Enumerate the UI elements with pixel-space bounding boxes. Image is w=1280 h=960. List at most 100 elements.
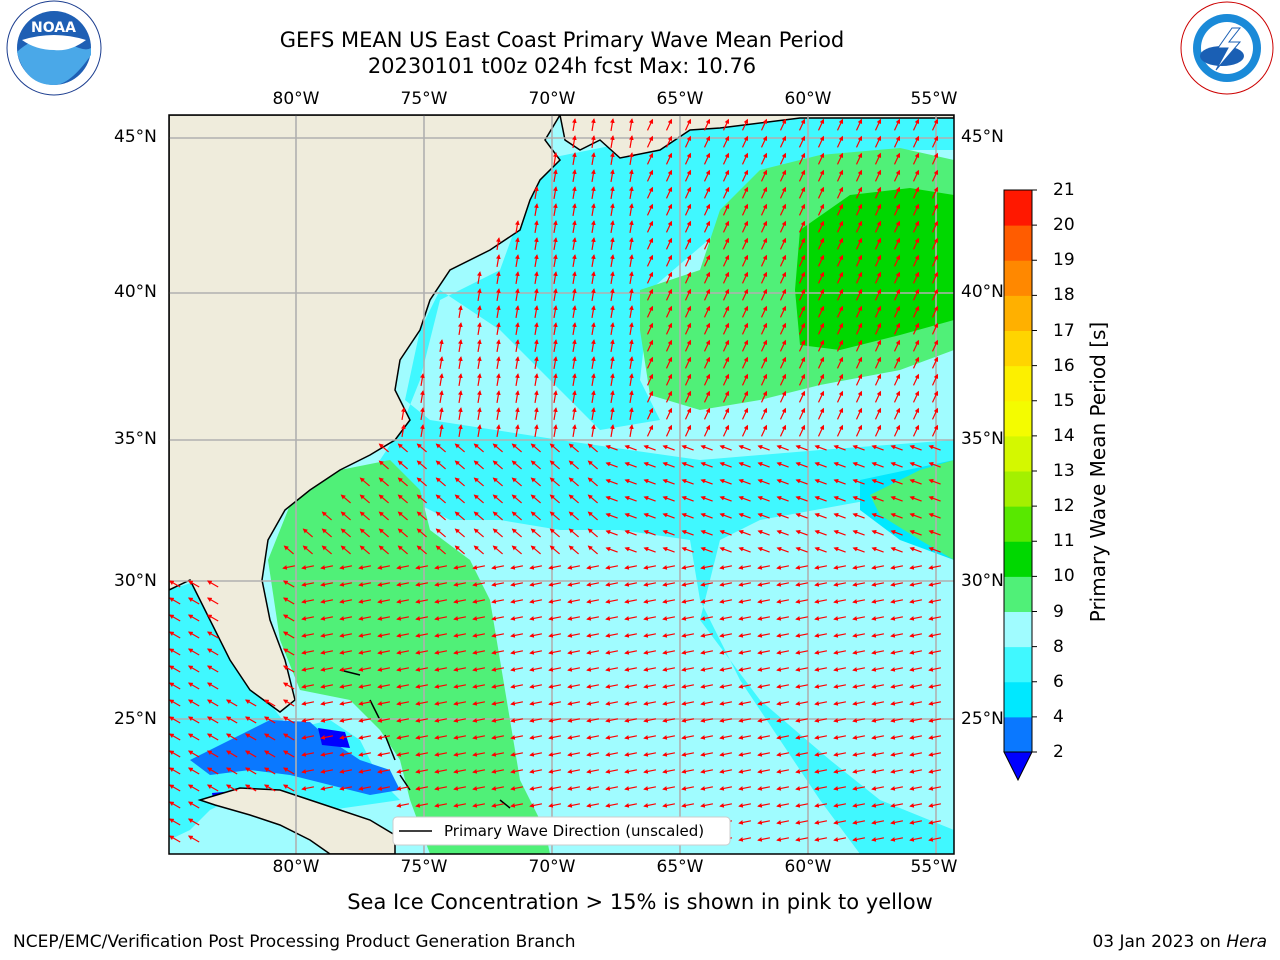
wave-direction-arrow (339, 633, 353, 638)
wave-direction-arrow (700, 530, 713, 536)
wave-direction-arrow (722, 288, 730, 301)
wave-direction-arrow (871, 616, 885, 621)
lon-tick-top: 60°W (784, 89, 832, 109)
wave-direction-arrow (605, 513, 618, 519)
wave-direction-arrow (169, 682, 181, 690)
wave-direction-arrow (741, 288, 749, 301)
wave-direction-arrow (912, 203, 920, 216)
wave-direction-arrow (187, 614, 200, 622)
wave-direction-arrow (587, 443, 598, 453)
land-north-america (169, 115, 561, 713)
wave-direction-arrow (340, 528, 351, 538)
wave-direction-arrow (817, 373, 825, 386)
wave-direction-arrow (495, 305, 501, 319)
wave-direction-arrow (817, 254, 825, 267)
wave-direction-arrow (495, 271, 501, 285)
wave-direction-arrow (491, 650, 505, 655)
wave-direction-arrow (415, 684, 429, 689)
wave-direction-arrow (549, 545, 560, 555)
wave-direction-arrow (836, 390, 844, 403)
wave-direction-arrow (434, 599, 448, 604)
wave-direction-arrow (719, 582, 733, 587)
wave-direction-arrow (665, 305, 673, 318)
wave-direction-arrow (377, 582, 391, 587)
wave-direction-arrow (757, 650, 771, 655)
wave-direction-arrow (776, 633, 790, 638)
wave-direction-arrow (453, 667, 467, 672)
wave-direction-arrow (571, 152, 577, 166)
wave-direction-arrow (836, 373, 844, 386)
wave-direction-arrow (628, 339, 634, 353)
wave-direction-arrow (703, 305, 711, 318)
wave-direction-arrow (438, 407, 444, 421)
wave-direction-arrow (798, 186, 806, 199)
wave-direction-arrow (302, 545, 313, 555)
wave-direction-arrow (492, 528, 503, 538)
wave-direction-arrow (836, 254, 844, 267)
footer-date-text: 03 Jan 2023 on (1092, 932, 1227, 952)
wave-direction-arrow (549, 477, 560, 487)
colorbar-segment (1004, 506, 1032, 542)
wave-direction-arrow (779, 390, 787, 403)
wave-direction-arrow (187, 631, 200, 639)
wave-direction-arrow (571, 288, 577, 302)
wave-direction-arrow (722, 305, 730, 318)
wave-direction-arrow (814, 667, 828, 672)
wave-direction-arrow (571, 339, 577, 353)
wave-direction-arrow (476, 339, 482, 353)
wave-direction-arrow (320, 650, 334, 655)
wave-direction-arrow (890, 565, 904, 570)
wave-direction-arrow (893, 220, 901, 233)
wave-direction-arrow (457, 373, 463, 387)
wave-direction-arrow (700, 462, 713, 468)
wave-direction-arrow (703, 135, 711, 148)
wave-direction-arrow (434, 565, 448, 570)
wave-direction-arrow (491, 616, 505, 621)
wave-direction-arrow (419, 373, 425, 387)
wave-direction-arrow (779, 322, 787, 335)
wave-direction-arrow (909, 650, 923, 655)
wave-direction-arrow (609, 220, 615, 234)
wave-direction-arrow (909, 530, 922, 536)
wave-direction-arrow (397, 545, 408, 555)
wave-direction-arrow (684, 322, 692, 335)
wave-direction-arrow (416, 477, 427, 487)
wave-direction-arrow (738, 479, 751, 485)
wave-direction-arrow (605, 445, 618, 451)
wave-direction-arrow (722, 356, 730, 369)
wave-direction-arrow (646, 322, 654, 335)
wave-direction-arrow (416, 443, 427, 453)
wave-direction-arrow (646, 288, 654, 301)
wave-direction-arrow (814, 633, 828, 638)
wave-direction-arrow (358, 565, 372, 570)
lon-tick-bottom: 55°W (910, 857, 958, 877)
wave-direction-arrow (415, 650, 429, 655)
wave-direction-arrow (931, 186, 939, 199)
wave-direction-arrow (700, 650, 714, 655)
wave-direction-arrow (529, 667, 543, 672)
lat-tick-left: 35°N (114, 429, 157, 449)
wave-direction-arrow (893, 322, 901, 335)
field-6-8s-north (380, 118, 954, 854)
wave-direction-arrow (871, 530, 884, 536)
wave-direction-arrow (533, 339, 539, 353)
wave-direction-arrow (511, 477, 522, 487)
wave-direction-arrow (795, 565, 809, 570)
wave-direction-arrow (568, 545, 579, 555)
wave-direction-arrow (795, 445, 808, 451)
wave-direction-arrow (510, 667, 524, 672)
wave-direction-arrow (703, 220, 711, 233)
wave-direction-arrow (776, 599, 790, 604)
wave-direction-arrow (533, 220, 539, 234)
wave-direction-arrow (302, 528, 313, 538)
wave-direction-arrow (549, 460, 560, 470)
wave-direction-arrow (586, 667, 600, 672)
wave-direction-arrow (681, 582, 695, 587)
wave-direction-arrow (798, 254, 806, 267)
wave-direction-arrow (779, 305, 787, 318)
wave-direction-arrow (590, 322, 596, 336)
wave-direction-arrow (855, 407, 863, 420)
wave-direction-arrow (738, 462, 751, 468)
colorbar-tick-label: 16 (1053, 355, 1075, 376)
wave-direction-arrow (400, 424, 406, 438)
